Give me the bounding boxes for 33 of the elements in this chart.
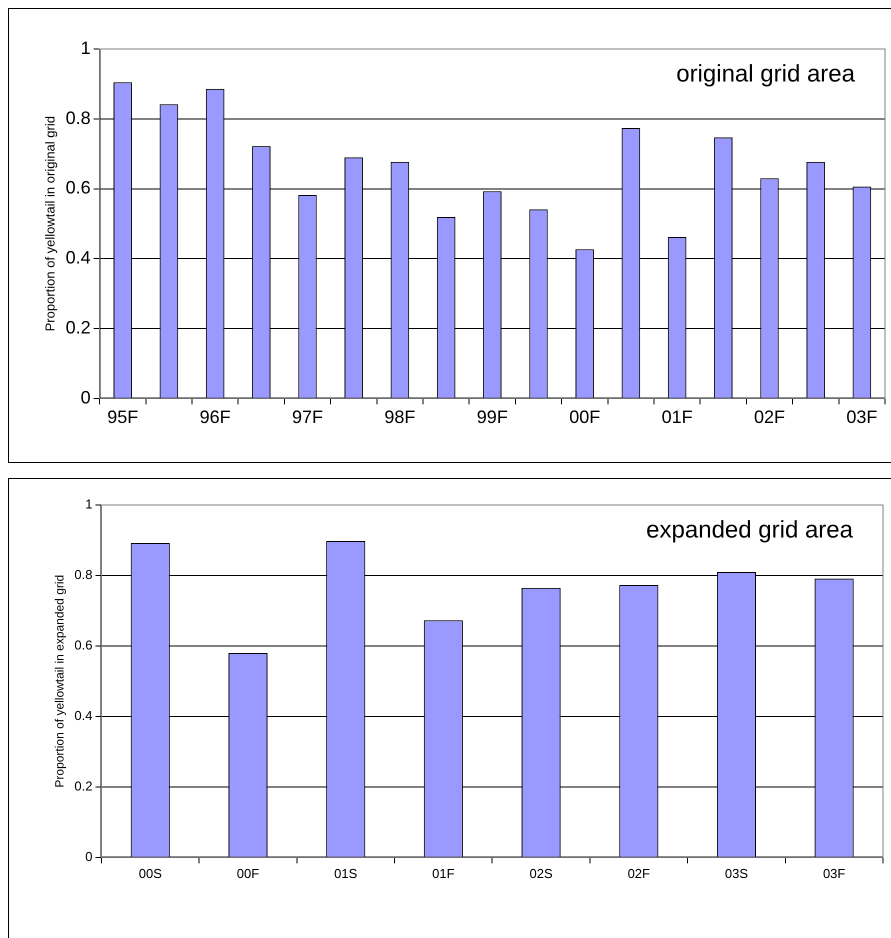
x-tick-label: 00F xyxy=(236,866,260,881)
x-tick-label: 98F xyxy=(384,407,416,428)
annotation: expanded grid area xyxy=(646,516,854,544)
x-tick-label: 00F xyxy=(569,407,600,428)
x-tick-label: 02F xyxy=(754,407,786,428)
x-tick-label: 03F xyxy=(846,407,878,428)
x-tick-label: 03S xyxy=(724,866,748,881)
y-tick-label: 0.4 xyxy=(74,708,92,724)
y-tick-label: 0 xyxy=(80,387,91,408)
x-tick-label: 97F xyxy=(292,407,324,428)
x-tick-label: 01F xyxy=(432,866,455,881)
x-tick-label: 00S xyxy=(138,866,162,881)
y-tick-label: 0.6 xyxy=(66,178,91,198)
x-tick-label: 99F xyxy=(476,407,508,428)
x-tick-label: 02S xyxy=(530,866,553,881)
y-tick-label: 1 xyxy=(85,496,92,512)
x-tick-label: 96F xyxy=(200,407,231,428)
y-tick-label: 1 xyxy=(80,38,91,58)
x-tick-label: 95F xyxy=(107,407,138,428)
y-tick-label: 0.2 xyxy=(74,778,92,794)
y-tick-label: 0.8 xyxy=(74,567,92,582)
x-tick-label: 02F xyxy=(628,866,650,881)
y-tick-label: 0.8 xyxy=(66,108,91,128)
y-axis-title: Proportion of yellowtail in original grid xyxy=(42,116,58,332)
y-tick-label: 0.4 xyxy=(66,248,91,268)
y-tick-label: 0.6 xyxy=(74,638,92,653)
annotation: original grid area xyxy=(676,60,856,88)
y-tick-label: 0.2 xyxy=(66,317,91,338)
y-axis-title: Proportion of yellowtail in expanded grid xyxy=(52,574,67,788)
x-tick-label: 01S xyxy=(334,866,358,881)
x-tick-label: 03F xyxy=(822,866,846,881)
y-tick-label: 0 xyxy=(85,848,92,864)
x-tick-label: 01F xyxy=(662,407,693,428)
